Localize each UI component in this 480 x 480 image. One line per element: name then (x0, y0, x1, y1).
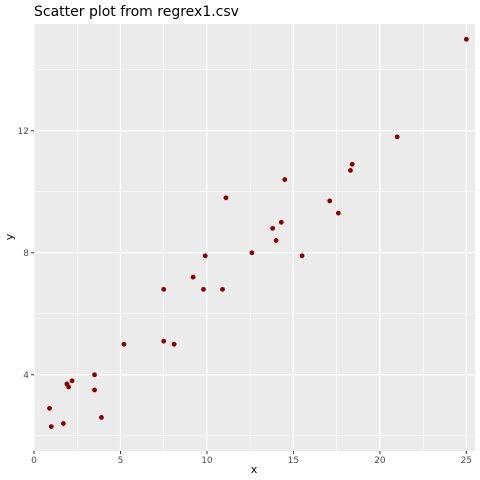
data-point (273, 238, 279, 243)
data-point (220, 286, 225, 292)
data-point (282, 177, 288, 182)
data-point (190, 274, 196, 280)
y-axis-ticks: 4 8 12 (18, 127, 34, 381)
x-tick-label: 10 (201, 456, 213, 466)
data-point (121, 341, 127, 347)
data-point (161, 338, 167, 344)
data-point (270, 225, 276, 231)
data-point (348, 168, 353, 173)
data-point (394, 134, 400, 140)
y-tick-label: 12 (18, 127, 29, 137)
data-point (69, 378, 75, 384)
data-point (335, 210, 341, 216)
x-axis-ticks: 0 5 10 15 20 25 (31, 451, 472, 466)
data-point (463, 36, 469, 42)
data-point (299, 253, 305, 259)
data-point (278, 219, 284, 225)
y-tick-label: 8 (23, 249, 29, 259)
data-point (48, 424, 54, 429)
data-point (161, 286, 167, 292)
data-point (202, 253, 208, 259)
data-point (249, 250, 255, 256)
data-point (171, 341, 177, 347)
plot-panel (34, 24, 475, 451)
data-points (47, 36, 469, 429)
x-tick-label: 20 (374, 456, 386, 466)
data-point (92, 372, 97, 378)
minor-gridlines (34, 24, 475, 451)
data-point (47, 405, 52, 411)
data-point (327, 198, 333, 204)
data-point (201, 286, 206, 292)
data-point (223, 195, 229, 201)
x-axis-title: x (251, 463, 258, 476)
data-point (61, 421, 66, 426)
data-point (349, 161, 355, 167)
x-tick-label: 15 (288, 456, 299, 466)
data-point (66, 384, 71, 390)
data-point (99, 415, 104, 420)
y-axis-title: y (3, 233, 16, 240)
x-tick-label: 0 (31, 456, 37, 466)
major-gridlines (33, 24, 475, 451)
x-tick-label: 25 (461, 456, 472, 466)
data-point (92, 387, 97, 393)
y-tick-label: 4 (23, 371, 29, 381)
chart-title: Scatter plot from regrex1.csv (34, 4, 239, 20)
x-tick-label: 5 (118, 456, 124, 466)
